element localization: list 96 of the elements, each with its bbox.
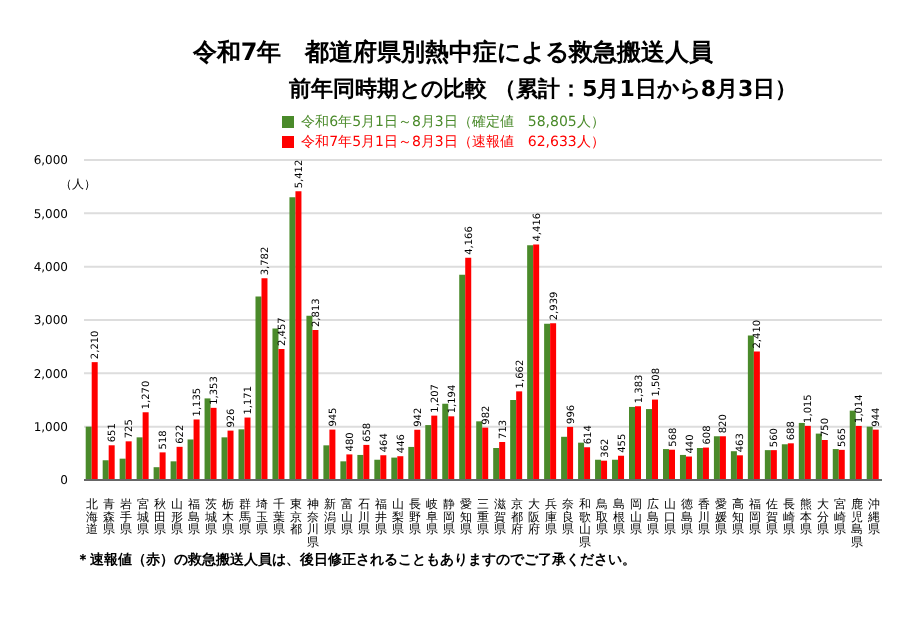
bar xyxy=(578,442,585,480)
bar xyxy=(176,446,183,480)
bar xyxy=(227,430,234,480)
bar xyxy=(323,445,330,480)
bar xyxy=(221,437,228,480)
bar xyxy=(781,444,788,480)
bar xyxy=(872,429,879,480)
bar xyxy=(646,409,652,480)
bar xyxy=(125,441,132,480)
bar xyxy=(102,460,109,480)
bar xyxy=(499,441,506,480)
bar xyxy=(91,362,98,480)
bar xyxy=(204,398,211,480)
bar xyxy=(567,426,574,480)
bar xyxy=(425,425,432,480)
bar xyxy=(493,448,500,480)
bar xyxy=(815,433,822,480)
bar xyxy=(278,348,285,480)
chart-title: 令和7年 都道府県別熱中症による救急搬送人員 xyxy=(190,36,716,70)
bar xyxy=(346,454,353,480)
bar xyxy=(482,427,489,480)
bar xyxy=(713,436,720,480)
bar xyxy=(662,449,669,480)
bar xyxy=(527,245,534,480)
bar xyxy=(193,419,200,480)
bar xyxy=(635,406,642,480)
bar xyxy=(142,412,149,480)
bar xyxy=(448,416,455,480)
bar xyxy=(821,440,828,480)
bar xyxy=(838,449,845,480)
bar xyxy=(85,426,92,480)
bar xyxy=(380,455,387,480)
bar xyxy=(595,459,602,480)
bar xyxy=(408,446,415,480)
bar xyxy=(612,459,619,480)
bar xyxy=(652,399,658,480)
bar xyxy=(255,296,262,480)
bar xyxy=(397,456,404,480)
bar xyxy=(702,447,709,480)
bar xyxy=(679,454,686,480)
bar xyxy=(329,429,336,480)
bar xyxy=(584,447,591,480)
bar xyxy=(629,406,636,480)
bar xyxy=(855,425,862,480)
bar xyxy=(459,274,466,480)
bar xyxy=(261,278,268,480)
bar xyxy=(391,457,398,480)
bar xyxy=(736,455,743,480)
bar xyxy=(561,436,568,480)
bar xyxy=(119,458,126,480)
bar xyxy=(442,403,449,480)
bar xyxy=(170,461,177,480)
bar xyxy=(747,335,754,480)
bar xyxy=(289,197,296,480)
bar xyxy=(730,451,737,480)
bar xyxy=(187,439,194,480)
bar xyxy=(414,429,421,480)
bar xyxy=(685,456,692,480)
bar xyxy=(719,436,726,480)
bar xyxy=(668,449,675,480)
bar xyxy=(550,323,557,480)
bar xyxy=(238,429,245,480)
bar xyxy=(533,244,540,480)
bar xyxy=(272,328,279,480)
bar xyxy=(601,460,608,480)
bar xyxy=(618,455,625,480)
bar xyxy=(374,459,381,480)
bar xyxy=(465,257,472,480)
bar xyxy=(340,461,347,480)
bar xyxy=(244,417,251,480)
bar xyxy=(696,448,703,480)
bar xyxy=(108,445,115,480)
bar xyxy=(516,391,523,480)
bar xyxy=(764,450,771,480)
bar xyxy=(753,351,760,480)
bar xyxy=(136,437,143,480)
bar xyxy=(798,422,805,480)
bar xyxy=(510,400,517,480)
bar xyxy=(153,467,160,480)
bar xyxy=(804,425,811,480)
bar xyxy=(787,443,794,480)
bar xyxy=(544,323,551,480)
bar xyxy=(832,449,839,480)
bar xyxy=(363,444,370,480)
bar xyxy=(159,452,166,480)
bar xyxy=(306,315,313,480)
bar xyxy=(357,454,364,480)
bar xyxy=(431,415,438,480)
bar xyxy=(849,410,856,480)
bar xyxy=(866,426,873,480)
bar xyxy=(210,407,217,480)
bar xyxy=(770,450,777,480)
chart-subtitle: 前年同時期との比較 （累計：5月1日から8月3日） xyxy=(286,74,800,104)
bar xyxy=(312,329,319,480)
bar xyxy=(476,421,483,480)
bar xyxy=(295,191,302,480)
